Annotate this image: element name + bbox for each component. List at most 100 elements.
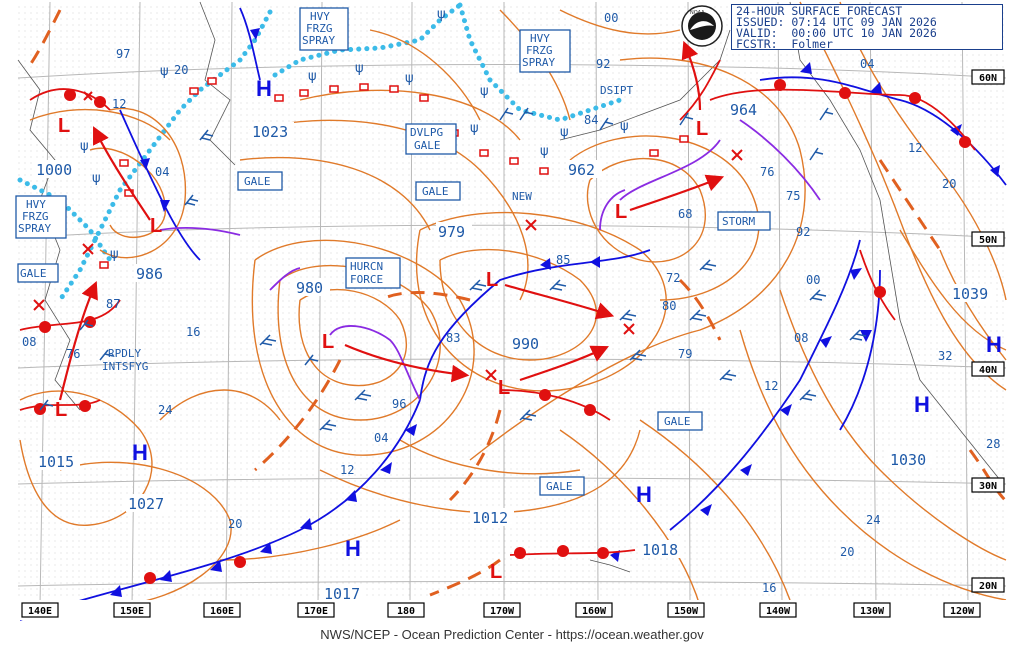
lon-tick-box bbox=[113, 602, 151, 618]
pressure-1039: 1039 bbox=[952, 285, 988, 303]
pressure-986: 986 bbox=[136, 265, 163, 283]
svg-text:SPRAY: SPRAY bbox=[18, 222, 51, 235]
svg-text:04: 04 bbox=[155, 165, 169, 179]
gale-label: GALE bbox=[664, 415, 691, 428]
developing-gale-label: DVLPG bbox=[410, 126, 443, 139]
gale-label: GALE bbox=[546, 480, 573, 493]
svg-text:ψ: ψ bbox=[620, 119, 629, 134]
lon-tick-box bbox=[203, 602, 241, 618]
low-center-extra-2: L bbox=[490, 561, 502, 583]
svg-text:00: 00 bbox=[604, 11, 618, 25]
svg-text:08: 08 bbox=[794, 331, 808, 345]
svg-text:ψ: ψ bbox=[470, 121, 479, 136]
lat-tick-box bbox=[971, 361, 1005, 377]
svg-text:20: 20 bbox=[942, 177, 956, 191]
svg-text:32: 32 bbox=[938, 349, 952, 363]
svg-text:NOAA: NOAA bbox=[690, 10, 705, 16]
lon-tick-label: 150E bbox=[120, 606, 144, 617]
pressure-1015: 1015 bbox=[38, 453, 74, 471]
lon-tick-box bbox=[483, 602, 521, 618]
new-label: NEW bbox=[512, 190, 532, 203]
svg-text:79: 79 bbox=[678, 347, 692, 361]
pressure-1027: 1027 bbox=[128, 495, 164, 513]
svg-text:24: 24 bbox=[866, 513, 880, 527]
high-center-1027: H bbox=[132, 440, 148, 465]
svg-text:ψ: ψ bbox=[355, 61, 364, 76]
pressure-1012: 1012 bbox=[472, 509, 508, 527]
svg-text:87: 87 bbox=[106, 297, 120, 311]
lon-tick-box bbox=[575, 602, 613, 618]
high-center-1023: H bbox=[256, 76, 272, 101]
noaa-logo: NOAA bbox=[681, 5, 723, 47]
pressure-centers: H H H H H H L L L L L L L L L bbox=[55, 76, 1002, 583]
isobar-labels: 97 20 12 04 87 76 08 16 24 20 96 04 12 8… bbox=[22, 11, 1000, 595]
pressure-1000: 1000 bbox=[36, 161, 72, 179]
forecast-title: 24-HOUR SURFACE FORECAST bbox=[736, 4, 903, 18]
svg-text:ψ: ψ bbox=[405, 71, 414, 86]
svg-text:76: 76 bbox=[760, 165, 774, 179]
svg-text:92: 92 bbox=[796, 225, 810, 239]
svg-text:12: 12 bbox=[908, 141, 922, 155]
lat-tick-box bbox=[971, 69, 1005, 85]
svg-text:04: 04 bbox=[374, 431, 388, 445]
storm-label: STORM bbox=[722, 215, 755, 228]
latitude-axis: 60N 50N 40N 30N 20N bbox=[971, 69, 1005, 593]
svg-text:ψ: ψ bbox=[437, 7, 446, 22]
pressure-962: 962 bbox=[568, 161, 595, 179]
lat-tick-box bbox=[971, 577, 1005, 593]
lon-tick-label: 160E bbox=[210, 606, 234, 617]
cold-front-triangles bbox=[110, 28, 1000, 597]
icing-symbols: ψψψ ψψψ ψψψ ψψψ ψ bbox=[80, 7, 629, 262]
svg-text:12: 12 bbox=[112, 97, 126, 111]
svg-text:FRZG: FRZG bbox=[22, 210, 49, 223]
svg-text:ψ: ψ bbox=[560, 125, 569, 140]
pressure-980: 980 bbox=[296, 279, 323, 297]
svg-text:FORCE: FORCE bbox=[350, 273, 383, 286]
svg-text:ψ: ψ bbox=[160, 64, 169, 79]
high-center-1018: H bbox=[636, 482, 652, 507]
warning-labels: GALE GALE GALE GALE GALE STORM HURCN FOR… bbox=[15, 7, 771, 496]
freezing-spray-label: HVY bbox=[530, 32, 550, 45]
troughs bbox=[28, 9, 1007, 597]
lon-tick-label: 120W bbox=[950, 606, 975, 617]
warm-front-semicircles bbox=[34, 79, 971, 584]
isobars bbox=[19, 1, 1007, 607]
low-center-964: L bbox=[696, 118, 708, 140]
svg-text:76: 76 bbox=[66, 347, 80, 361]
lon-tick-box bbox=[387, 602, 425, 618]
low-center-980: L bbox=[322, 331, 334, 353]
svg-text:20: 20 bbox=[228, 517, 242, 531]
footer-credit: NWS/NCEP - Ocean Prediction Center - htt… bbox=[0, 624, 1024, 652]
hurricane-force-label: HURCN bbox=[350, 260, 383, 273]
svg-text:80: 80 bbox=[662, 299, 676, 313]
pressure-979: 979 bbox=[438, 223, 465, 241]
svg-text:84: 84 bbox=[584, 113, 598, 127]
lon-tick-label: 160W bbox=[582, 606, 607, 617]
dissipating-label: DSIPT bbox=[600, 84, 633, 97]
lon-tick-label: 170E bbox=[304, 606, 328, 617]
svg-text:16: 16 bbox=[186, 325, 200, 339]
svg-text:FRZG: FRZG bbox=[306, 22, 333, 35]
svg-text:28: 28 bbox=[986, 437, 1000, 451]
wind-barbs bbox=[39, 107, 867, 431]
svg-text:ψ: ψ bbox=[80, 139, 89, 154]
pressure-1018: 1018 bbox=[642, 541, 678, 559]
lon-tick-box bbox=[667, 602, 705, 618]
svg-text:83: 83 bbox=[446, 331, 460, 345]
lon-tick-box bbox=[759, 602, 797, 618]
svg-text:ψ: ψ bbox=[110, 247, 119, 262]
high-center-1017: H bbox=[345, 536, 361, 561]
svg-text:85: 85 bbox=[556, 253, 570, 267]
lat-tick-label: 30N bbox=[979, 481, 997, 492]
gale-label: GALE bbox=[20, 267, 47, 280]
valid-time: VALID: 00:00 UTC 10 JAN 2026 bbox=[736, 26, 937, 40]
svg-text:16: 16 bbox=[762, 581, 776, 595]
low-center-986: L bbox=[150, 215, 162, 237]
pressure-990: 990 bbox=[512, 335, 539, 353]
svg-text:FRZG: FRZG bbox=[526, 44, 553, 57]
lat-tick-box bbox=[971, 477, 1005, 493]
pressure-964: 964 bbox=[730, 101, 757, 119]
svg-text:GALE: GALE bbox=[414, 139, 441, 152]
svg-text:ψ: ψ bbox=[480, 84, 489, 99]
